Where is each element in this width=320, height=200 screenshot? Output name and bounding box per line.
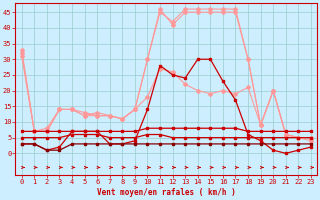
X-axis label: Vent moyen/en rafales ( km/h ): Vent moyen/en rafales ( km/h )	[97, 188, 236, 197]
